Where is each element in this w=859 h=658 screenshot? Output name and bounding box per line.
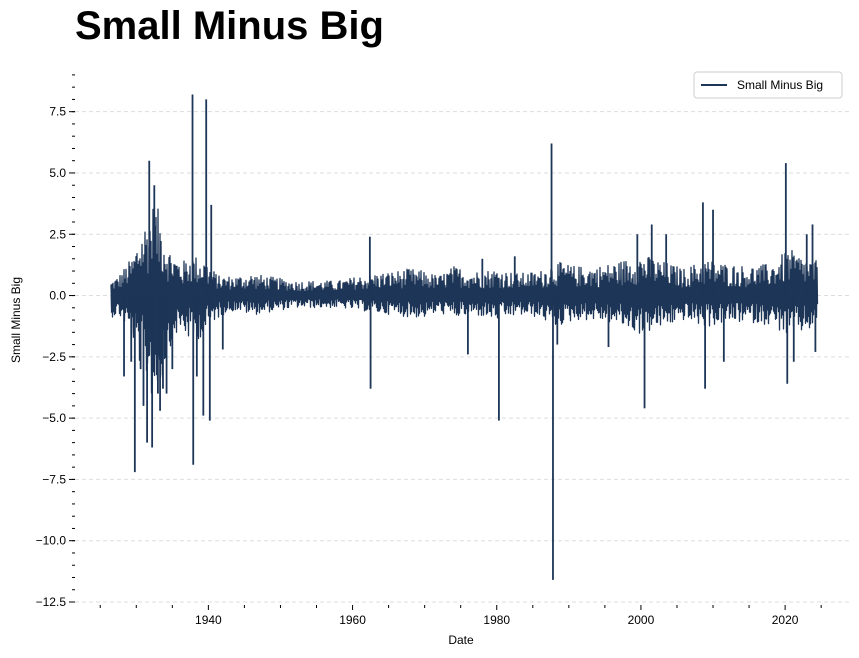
x-tick-label: 1960: [339, 613, 366, 627]
y-axis-label: Small Minus Big: [9, 277, 23, 363]
x-tick-label: 2000: [628, 613, 655, 627]
y-tick-label: 2.5: [49, 227, 66, 241]
legend-label: Small Minus Big: [737, 78, 823, 92]
x-tick-label: 1980: [483, 613, 510, 627]
y-tick-label: −5.0: [42, 411, 66, 425]
y-tick-label: 7.5: [49, 105, 66, 119]
series-line: [110, 208, 819, 394]
axes: 7.5 5.0 2.5 0.0 −2.5 −5.0 −7.5 −10.0 −12.5 1940 19…: [36, 74, 822, 627]
chart-title: Small Minus Big: [75, 4, 384, 48]
legend-box: [693, 71, 843, 99]
y-tick-label: 5.0: [49, 166, 66, 180]
y-tick-label: −7.5: [42, 472, 66, 486]
x-tick-label: 2020: [772, 613, 799, 627]
y-tick-label: −12.5: [36, 595, 67, 609]
series-layer: [110, 94, 819, 580]
x-axis-label: Date: [448, 633, 474, 647]
x-tick-label: 1940: [195, 613, 222, 627]
y-tick-label: 0.0: [49, 289, 66, 303]
y-tick-label: −2.5: [42, 350, 66, 364]
legend: Small Minus Big: [693, 71, 843, 99]
gridlines: [75, 111, 850, 603]
y-tick-label: −10.0: [36, 534, 67, 548]
